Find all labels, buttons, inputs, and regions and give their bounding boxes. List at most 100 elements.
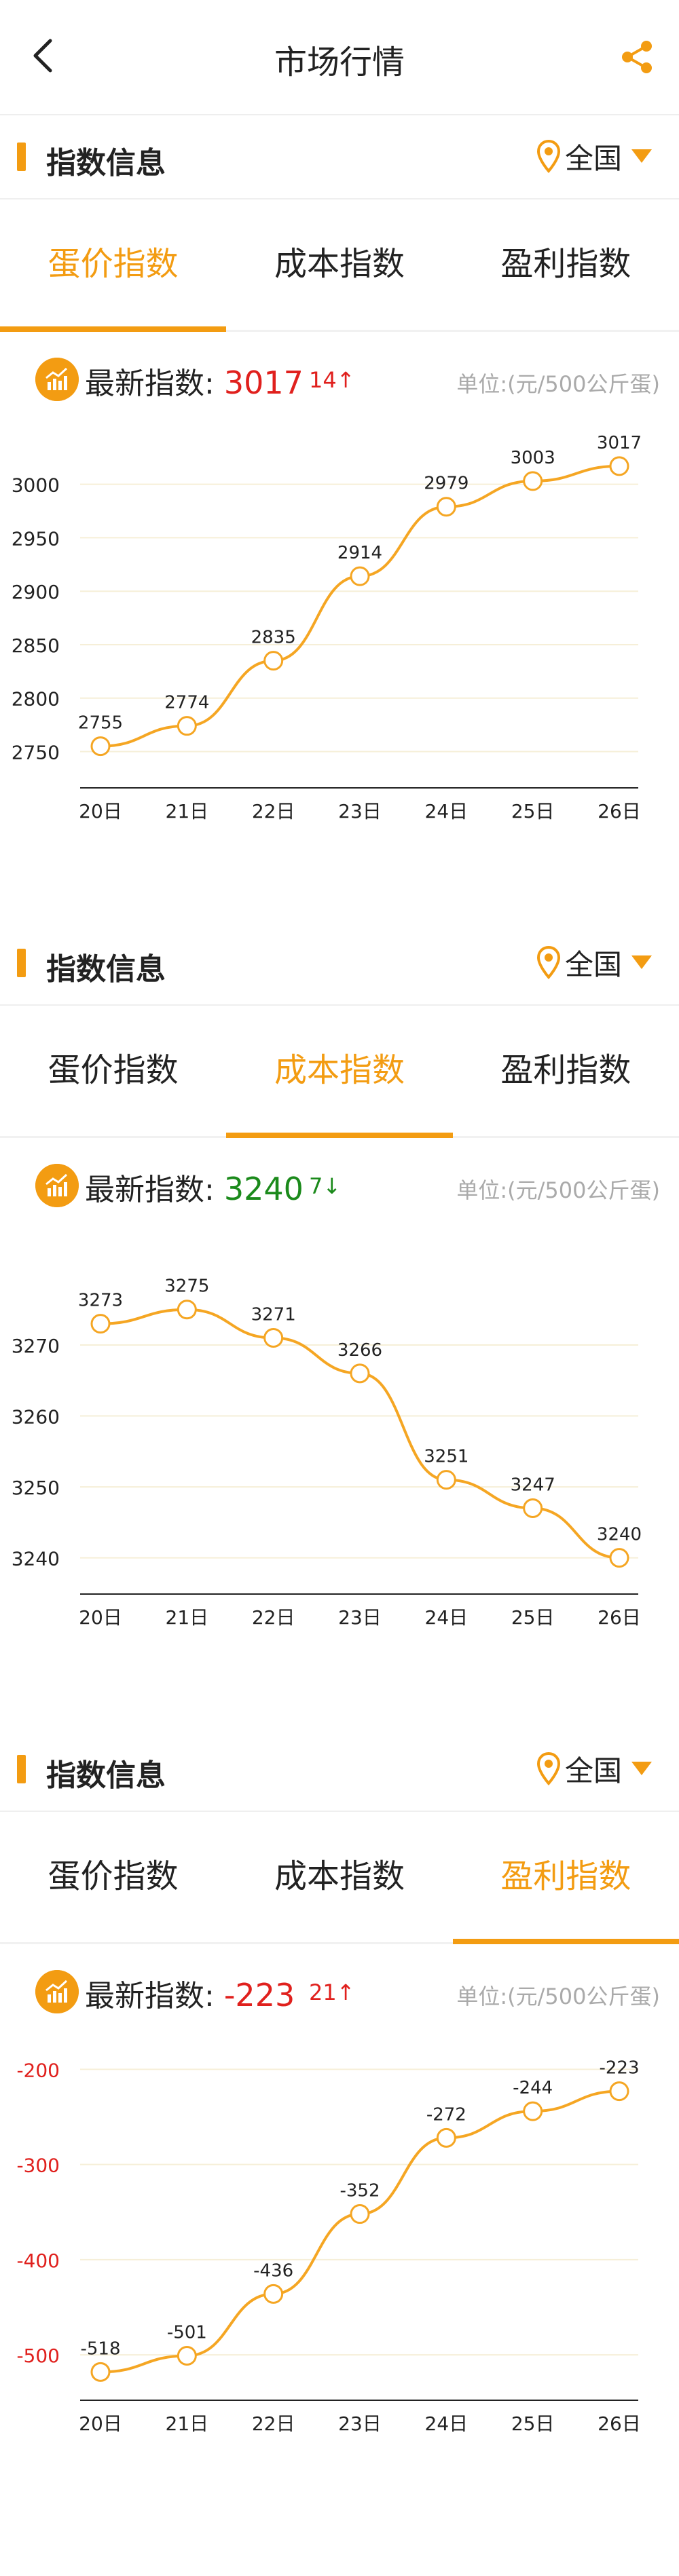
tab-profit-index[interactable]: 盈利指数 — [500, 245, 631, 283]
section-accent-bar — [17, 143, 26, 171]
x-tick-label: 25日 — [511, 2412, 555, 2435]
region-selector[interactable]: 全国 — [536, 942, 652, 983]
data-label: 2914 — [337, 543, 382, 563]
location-pin-icon — [536, 945, 560, 979]
navigation-bar: 市场行情 — [0, 0, 679, 115]
x-tick-label: 24日 — [425, 1606, 469, 1629]
data-point — [523, 1498, 543, 1518]
section-accent-bar — [17, 1755, 26, 1783]
region-selector[interactable]: 全国 — [536, 1748, 652, 1789]
x-tick-label: 23日 — [338, 800, 382, 822]
latest-index-row: 最新指数: 3017 14↑ 单位:(元/500公斤蛋) — [0, 332, 679, 413]
dropdown-triangle-icon — [631, 955, 652, 969]
x-tick-label: 23日 — [338, 2412, 382, 2435]
y-tick-label: 2750 — [12, 741, 60, 763]
latest-index-label: 最新指数: — [85, 1979, 215, 2013]
data-label: -436 — [253, 2260, 293, 2281]
index-tabs: 蛋价指数 成本指数 盈利指数 — [0, 200, 679, 332]
tab-cost-index[interactable]: 成本指数 — [274, 245, 405, 283]
index-change: 14↑ — [309, 367, 355, 393]
unit-label: 单位:(元/500公斤蛋) — [456, 371, 660, 397]
chart-svg: 3240 3250 3260 3270 20日 21日 22日 23日 24日 25日 26日 327… — [12, 1276, 642, 1629]
data-label: -501 — [167, 2323, 207, 2343]
data-point — [436, 497, 456, 517]
region-label: 全国 — [564, 1754, 622, 1787]
data-point — [350, 2204, 370, 2224]
data-label: 3017 — [597, 433, 642, 453]
section-header: 指数信息 全国 — [0, 922, 679, 1006]
x-tick-label: 22日 — [252, 1606, 295, 1629]
unit-label: 单位:(元/500公斤蛋) — [456, 1177, 660, 1203]
y-tick-label: -400 — [16, 2250, 60, 2272]
share-icon[interactable] — [618, 38, 656, 76]
y-tick-label: 2900 — [12, 581, 60, 603]
x-tick-label: 26日 — [598, 800, 641, 822]
data-label: -244 — [513, 2078, 553, 2098]
data-point — [523, 2101, 543, 2121]
y-tick-label: 2850 — [12, 634, 60, 657]
index-tabs: 蛋价指数 成本指数 盈利指数 — [0, 1006, 679, 1138]
data-label: 2979 — [424, 474, 469, 494]
x-tick-label: 21日 — [166, 2412, 209, 2435]
section-title: 指数信息 — [46, 146, 166, 181]
y-tick-label: 3240 — [12, 1548, 60, 1570]
back-arrow-icon[interactable] — [26, 35, 67, 76]
data-point — [177, 2346, 197, 2366]
tab-egg-price-index[interactable]: 蛋价指数 — [0, 200, 227, 332]
x-tick-label: 20日 — [79, 2412, 122, 2435]
trend-chart-icon — [35, 358, 79, 401]
x-tick-label: 20日 — [79, 1606, 122, 1629]
tab-egg-price-index[interactable]: 蛋价指数 — [48, 1051, 179, 1089]
data-point — [177, 716, 197, 736]
page-title: 市场行情 — [274, 43, 405, 81]
trend-chart-icon — [35, 1970, 79, 2013]
x-tick-label: 24日 — [425, 2412, 469, 2435]
tab-profit-index[interactable]: 盈利指数 — [500, 1051, 631, 1089]
index-change: 21↑ — [309, 1980, 355, 2005]
x-tick-label: 26日 — [598, 1606, 641, 1629]
unit-label: 单位:(元/500公斤蛋) — [456, 1984, 660, 2009]
latest-index-label: 最新指数: — [85, 366, 215, 401]
trend-chart-icon — [35, 1164, 79, 1207]
tab-egg-price-index[interactable]: 蛋价指数 — [48, 1857, 179, 1895]
section-header: 指数信息 全国 — [0, 1728, 679, 1812]
y-tick-label: 3000 — [12, 474, 60, 497]
x-tick-label: 21日 — [166, 1606, 209, 1629]
data-point — [177, 1300, 197, 1320]
x-tick-label: 20日 — [79, 800, 122, 822]
latest-index-value: 3017 — [223, 364, 304, 401]
x-tick-label: 25日 — [511, 800, 555, 822]
section-title: 指数信息 — [46, 1758, 166, 1793]
chart-svg: 2750 2800 2850 2900 2950 3000 20日 21日 22日 23日 24日 2… — [12, 433, 642, 822]
latest-index-value: 3240 — [223, 1171, 304, 1207]
data-label: 3240 — [597, 1525, 642, 1545]
latest-index-value: -223 — [223, 1977, 295, 2013]
y-tick-label: -200 — [16, 2059, 60, 2081]
x-tick-label: 26日 — [598, 2412, 641, 2435]
data-point — [436, 1470, 456, 1490]
region-selector[interactable]: 全国 — [536, 136, 652, 176]
region-label: 全国 — [564, 141, 622, 175]
data-label: 2774 — [164, 693, 209, 713]
tab-cost-index[interactable]: 成本指数 — [226, 1006, 453, 1138]
index-line-chart: -500 -400 -300 -200 20日 21日 22日 23日 24日 25日 26日 -51… — [0, 2026, 679, 2537]
section-accent-bar — [17, 949, 26, 977]
section-header: 指数信息 全国 — [0, 115, 679, 200]
tab-profit-index[interactable]: 盈利指数 — [452, 1812, 679, 1944]
chart-svg: -500 -400 -300 -200 20日 21日 22日 23日 24日 25日 26日 -51… — [16, 2058, 641, 2435]
x-tick-label: 21日 — [166, 800, 209, 822]
data-label: 2835 — [251, 628, 296, 648]
latest-index-row: 最新指数: -223 21↑ 单位:(元/500公斤蛋) — [0, 1944, 679, 2026]
data-point — [263, 2284, 284, 2304]
x-tick-label: 22日 — [252, 800, 295, 822]
location-pin-icon — [536, 1751, 560, 1785]
data-point — [263, 651, 284, 671]
y-tick-label: -500 — [16, 2345, 60, 2367]
data-point — [609, 456, 629, 476]
y-tick-label: 3250 — [12, 1477, 60, 1499]
data-label: 3251 — [424, 1447, 469, 1467]
data-point — [90, 736, 111, 757]
latest-index-label: 最新指数: — [85, 1173, 215, 1207]
x-tick-label: 25日 — [511, 1606, 555, 1629]
tab-cost-index[interactable]: 成本指数 — [274, 1857, 405, 1895]
